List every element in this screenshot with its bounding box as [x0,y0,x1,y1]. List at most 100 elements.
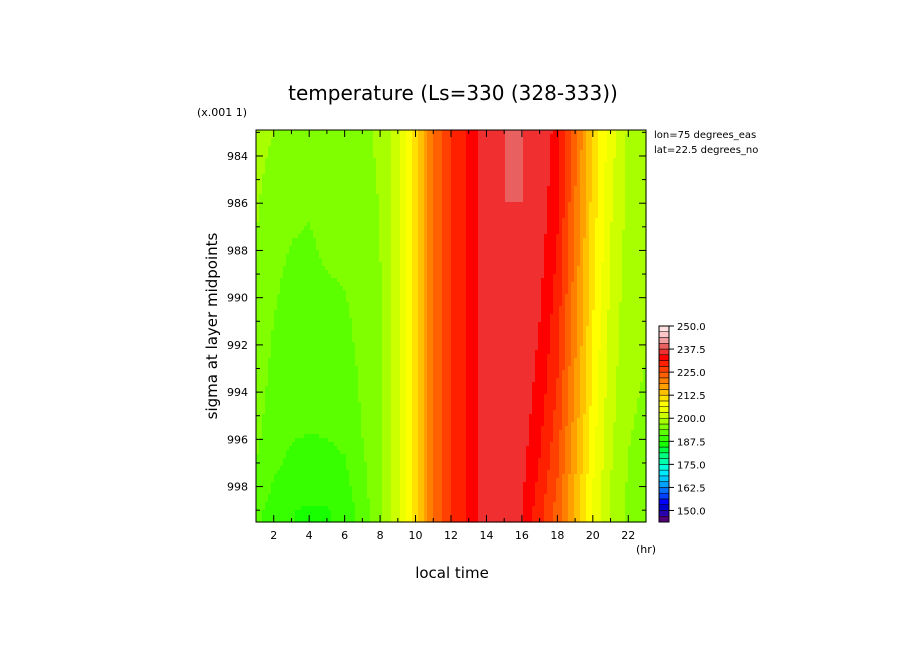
heatmap-cell [265,134,269,139]
heatmap-cell [397,134,401,139]
heatmap-cell [514,206,518,211]
heatmap-cell [529,170,533,175]
heatmap-cell [337,158,341,163]
heatmap-cell [565,134,569,139]
heatmap-cell [598,182,602,187]
heatmap-cell [574,138,578,143]
heatmap-cell [550,142,554,147]
heatmap-cell [430,218,434,223]
heatmap-cell [484,150,488,155]
heatmap-cell [259,142,263,147]
heatmap-cell [355,166,359,171]
heatmap-cell [388,202,392,207]
heatmap-cell [544,218,548,223]
heatmap-cell [376,210,380,215]
heatmap-cell [370,198,374,203]
heatmap-cell [379,198,383,203]
heatmap-cell [364,214,368,219]
heatmap-cell [406,138,410,143]
heatmap-cell [331,182,335,187]
heatmap-cell [379,146,383,151]
heatmap-cell [424,146,428,151]
heatmap-cell [523,214,527,219]
heatmap-cell [499,150,503,155]
heatmap-cell [412,206,416,211]
heatmap-cell [469,158,473,163]
heatmap-cell [424,198,428,203]
heatmap-cell [466,182,470,187]
heatmap-cell [280,146,284,151]
heatmap-cell [520,174,524,179]
heatmap-cell [382,154,386,159]
heatmap-cell [637,178,641,183]
heatmap-cell [508,170,512,175]
heatmap-cell [451,190,455,195]
heatmap-cell [505,130,509,135]
heatmap-cell [556,142,560,147]
heatmap-cell [628,142,632,147]
heatmap-cell [340,150,344,155]
heatmap-cell [547,158,551,163]
heatmap-cell [553,142,557,147]
heatmap-cell [622,202,626,207]
heatmap-cell [616,142,620,147]
heatmap-cell [391,210,395,215]
heatmap-cell [637,174,641,179]
heatmap-cell [508,214,512,219]
heatmap-cell [499,162,503,167]
heatmap-cell [361,218,365,223]
heatmap-cell [379,190,383,195]
heatmap-cell [496,210,500,215]
heatmap-cell [532,138,536,143]
heatmap-cell [376,198,380,203]
heatmap-cell [343,182,347,187]
heatmap-cell [370,202,374,207]
heatmap-cell [478,206,482,211]
heatmap-cell [571,130,575,135]
heatmap-cell [259,202,263,207]
heatmap-cell [553,138,557,143]
heatmap-cell [346,198,350,203]
heatmap-cell [403,142,407,147]
heatmap-cell [406,206,410,211]
heatmap-cell [472,182,476,187]
heatmap-cell [454,162,458,167]
heatmap-cell [271,190,275,195]
heatmap-cell [373,146,377,151]
heatmap-cell [640,198,644,203]
heatmap-cell [292,222,296,227]
heatmap-cell [265,158,269,163]
heatmap-cell [298,154,302,159]
heatmap-cell [355,154,359,159]
heatmap-cell [406,202,410,207]
heatmap-cell [514,134,518,139]
heatmap-cell [454,194,458,199]
heatmap-cell [613,154,617,159]
heatmap-cell [313,214,317,219]
heatmap-cell [550,134,554,139]
heatmap-cell [370,146,374,151]
heatmap-cell [298,166,302,171]
heatmap-cell [511,134,515,139]
heatmap-cell [277,170,281,175]
heatmap-cell [550,186,554,191]
heatmap-cell [445,202,449,207]
heatmap-cell [469,178,473,183]
heatmap-cell [367,154,371,159]
heatmap-cell [304,206,308,211]
heatmap-cell [457,202,461,207]
heatmap-cell [523,206,527,211]
heatmap-cell [415,154,419,159]
heatmap-cell [598,166,602,171]
heatmap-cell [529,166,533,171]
heatmap-cell [538,166,542,171]
heatmap-cell [559,198,563,203]
heatmap-cell [448,202,452,207]
heatmap-cell [604,142,608,147]
heatmap-cell [544,130,548,135]
heatmap-cell [610,198,614,203]
heatmap-cell [331,190,335,195]
heatmap-cell [541,130,545,135]
heatmap-cell [337,170,341,175]
heatmap-cell [400,182,404,187]
